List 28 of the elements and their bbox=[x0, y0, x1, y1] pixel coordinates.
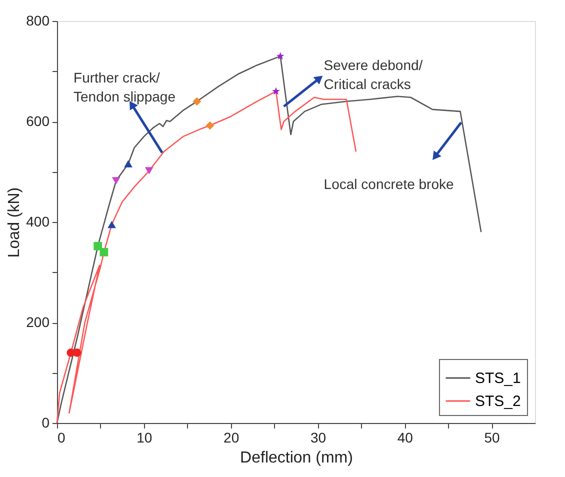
point bbox=[192, 97, 202, 106]
point bbox=[272, 87, 280, 95]
y-tick-label: 0 bbox=[42, 414, 50, 430]
legend-label: STS_2 bbox=[475, 393, 521, 410]
annotation: Severe debond/ Critical cracks bbox=[324, 57, 423, 92]
point bbox=[108, 220, 116, 228]
legend-label: STS_1 bbox=[475, 370, 521, 387]
point bbox=[112, 177, 120, 184]
y-tick-label: 400 bbox=[26, 214, 50, 230]
x-tick-label: 20 bbox=[224, 430, 240, 446]
x-tick-label: 0 bbox=[58, 430, 66, 446]
annotation: Further crack/ Tendon slippage bbox=[74, 69, 176, 104]
x-tick-label: 30 bbox=[310, 430, 326, 446]
y-tick-label: 800 bbox=[26, 12, 50, 28]
annotation: Local concrete broke bbox=[324, 176, 454, 192]
x-axis-title: Deflection (mm) bbox=[240, 450, 353, 466]
point bbox=[206, 121, 214, 130]
y-tick-label: 200 bbox=[26, 314, 50, 330]
x-tick-label: 50 bbox=[484, 430, 500, 446]
y-axis-title: Load (kN) bbox=[6, 187, 24, 258]
point bbox=[144, 167, 154, 174]
point bbox=[124, 160, 132, 168]
point bbox=[94, 242, 102, 250]
point bbox=[276, 52, 284, 60]
x-tick-label: 10 bbox=[136, 430, 152, 446]
point bbox=[100, 248, 108, 256]
y-tick-label: 600 bbox=[26, 113, 50, 129]
x-tick-label: 40 bbox=[397, 430, 414, 446]
